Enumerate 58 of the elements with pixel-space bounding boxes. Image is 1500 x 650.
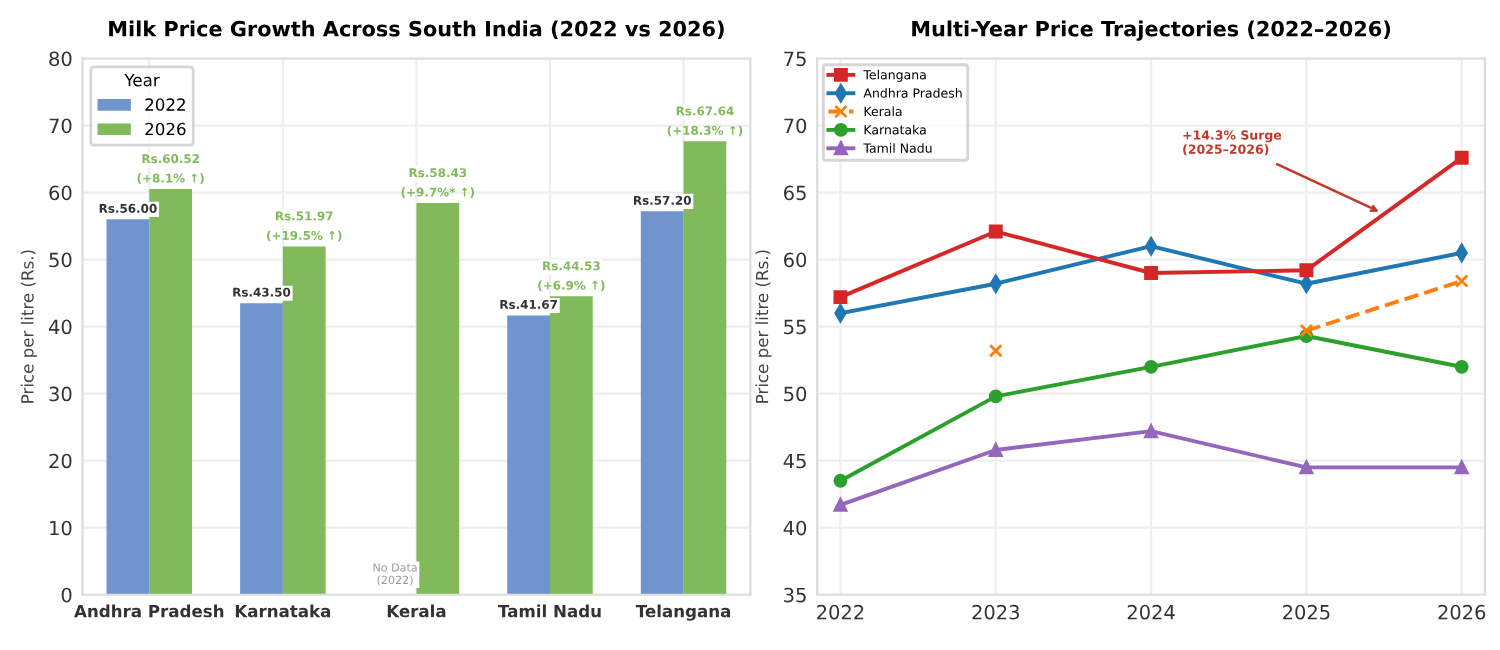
- y-axis-title: Price per litre (Rs.): [755, 250, 772, 403]
- y-tick-label: 70: [49, 118, 72, 134]
- x-tick-label: Kerala: [387, 604, 446, 618]
- point: [1299, 323, 1314, 338]
- bar: [416, 203, 460, 595]
- point: [1454, 359, 1469, 374]
- point: [1454, 274, 1469, 288]
- y-tick-label: 40: [783, 520, 807, 536]
- y-tick-label: 50: [784, 386, 807, 402]
- legend-label: 2026: [145, 122, 186, 136]
- y-tick-label: 40: [48, 319, 72, 335]
- y-tick-label: 10: [50, 520, 72, 536]
- point: [1454, 150, 1469, 165]
- bar: [507, 315, 550, 595]
- y-tick-label: 0: [61, 587, 72, 603]
- point: [1299, 263, 1314, 278]
- legend-title: Year: [124, 74, 160, 87]
- y-tick-label: 80: [49, 51, 72, 67]
- y-tick-label: 65: [784, 185, 806, 201]
- point: [988, 389, 1003, 404]
- y-tick-label: 60: [784, 252, 807, 268]
- x-tick-label: Telangana: [635, 604, 731, 621]
- point: [1454, 460, 1469, 475]
- bar: [640, 211, 684, 595]
- y-tick-label: 35: [784, 587, 806, 603]
- y-tick-label: 50: [49, 252, 72, 268]
- point: [1144, 266, 1159, 280]
- y-tick-label: 20: [49, 453, 72, 469]
- point: [833, 497, 848, 512]
- point: [988, 443, 1003, 457]
- y-tick-label: 55: [784, 319, 806, 335]
- bar: [240, 303, 283, 595]
- point: [1299, 460, 1314, 475]
- legend-label: 2022: [145, 98, 185, 111]
- x-tick-label: 2023: [972, 604, 1019, 620]
- point: [1144, 424, 1159, 439]
- x-tick-label: Karnataka: [235, 604, 331, 618]
- y-tick-label: 70: [784, 118, 807, 134]
- point: [833, 473, 848, 488]
- chart-title: Multi-Year Price Trajectories (2022–2026): [912, 20, 1391, 41]
- x-tick-label: 2026: [1438, 604, 1486, 620]
- point: [988, 224, 1003, 239]
- x-tick-label: 2024: [1127, 604, 1175, 620]
- y-tick-label: 60: [49, 185, 72, 201]
- point: [1144, 359, 1159, 374]
- y-tick-label: 45: [783, 453, 806, 469]
- y-tick-label: 75: [784, 51, 806, 67]
- x-tick-label: 2022: [817, 604, 864, 620]
- x-tick-label: 2025: [1283, 604, 1330, 620]
- bar: [106, 219, 150, 595]
- y-tick-label: 30: [49, 386, 72, 402]
- chart-title: Milk Price Growth Across South India (2022 vs 2026): [109, 20, 724, 40]
- point: [988, 343, 1003, 358]
- point: [833, 290, 848, 305]
- point: [1144, 236, 1158, 256]
- y-axis-title: Price per litre (Rs.): [20, 250, 37, 403]
- x-tick-label: Andhra Pradesh: [74, 604, 224, 618]
- x-tick-label: Tamil Nadu: [498, 604, 601, 618]
